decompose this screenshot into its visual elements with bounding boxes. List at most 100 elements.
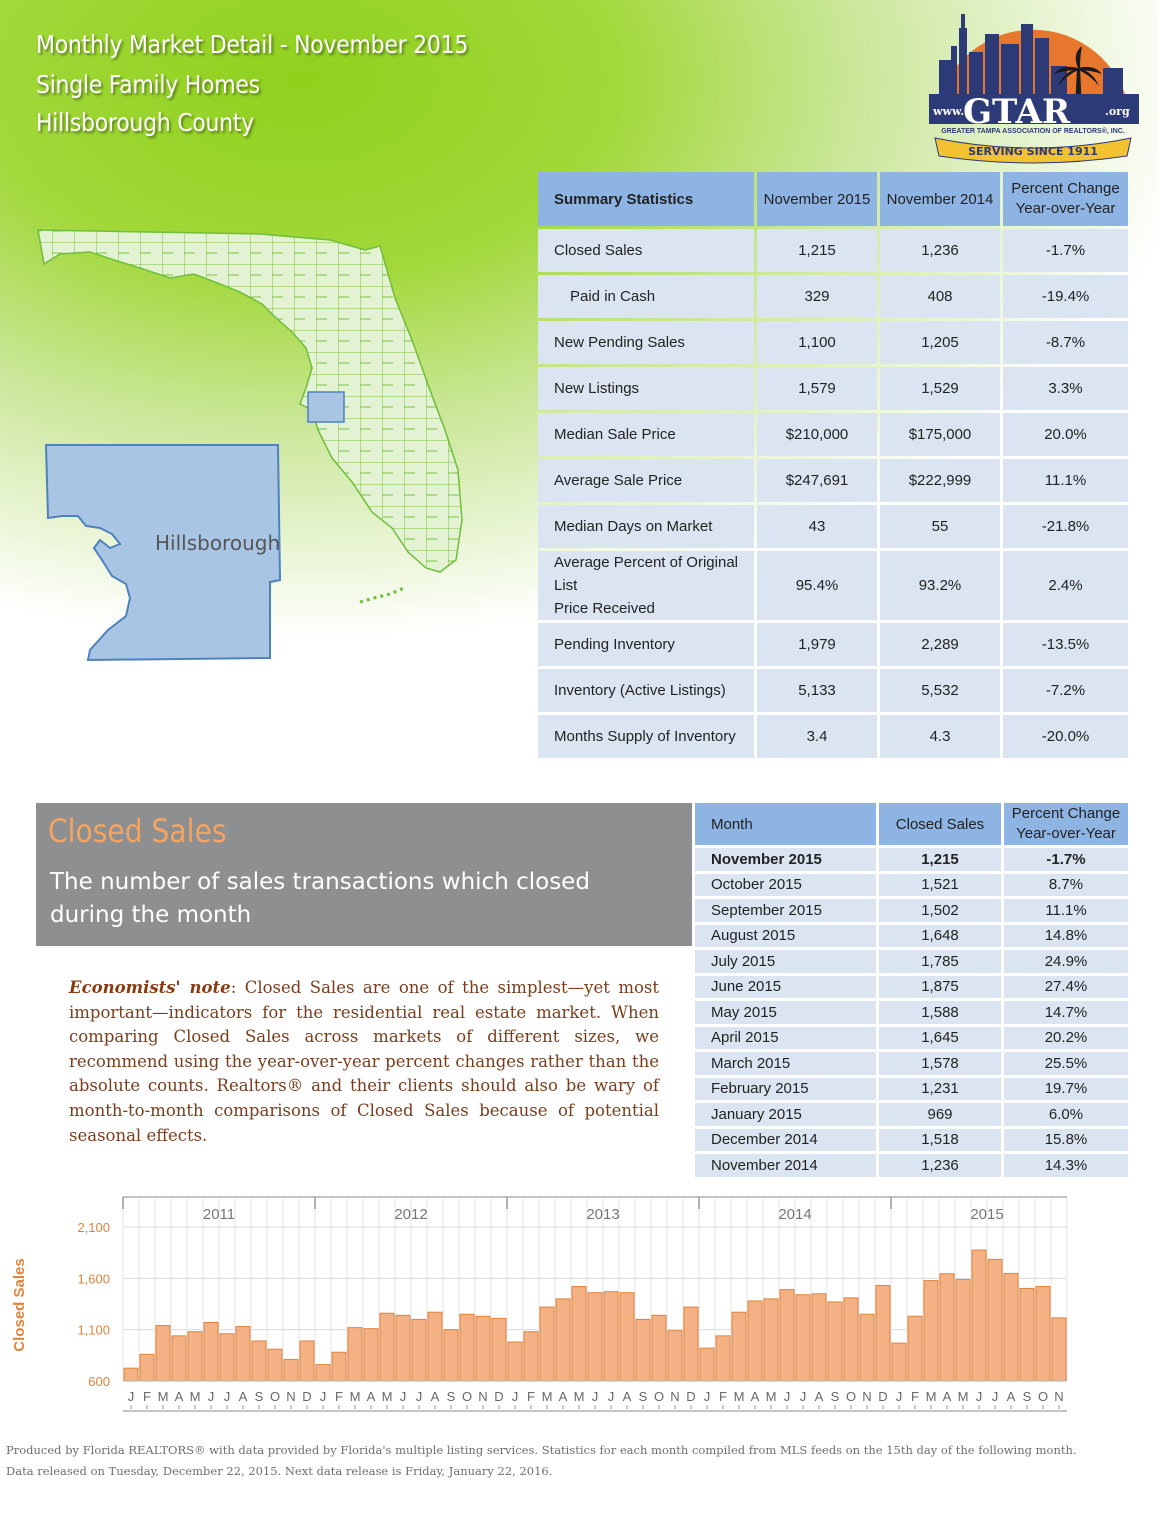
x-tick-label: J bbox=[704, 1389, 711, 1404]
bar bbox=[715, 1335, 731, 1382]
x-tick-label: O bbox=[462, 1389, 472, 1404]
economists-note: Economists' note: Closed Sales are one o… bbox=[69, 976, 659, 1148]
table-row: March 2015 1,578 25.5% bbox=[695, 1052, 1128, 1075]
x-tick-label: S bbox=[255, 1389, 264, 1404]
row-sales: 1,785 bbox=[879, 950, 1001, 973]
x-tick-label: M bbox=[926, 1389, 937, 1404]
x-tick-label: M bbox=[734, 1389, 745, 1404]
row-pct: -1.7% bbox=[1003, 229, 1128, 272]
x-tick-label: J bbox=[128, 1389, 135, 1404]
row-pct: -19.4% bbox=[1003, 275, 1128, 318]
row-label: New Pending Sales bbox=[538, 321, 754, 364]
bar bbox=[235, 1326, 251, 1382]
row-current: 3.4 bbox=[757, 715, 877, 758]
bar bbox=[891, 1342, 907, 1382]
bar bbox=[635, 1318, 651, 1382]
row-previous: 2,289 bbox=[880, 623, 1000, 666]
row-sales: 1,588 bbox=[879, 1001, 1001, 1024]
summary-header-pct-line2: Year-over-Year bbox=[1015, 200, 1116, 217]
row-pct: 15.8% bbox=[1004, 1128, 1128, 1151]
row-label: Median Sale Price bbox=[538, 413, 754, 456]
bar bbox=[1019, 1287, 1035, 1382]
year-label: 2013 bbox=[586, 1206, 619, 1223]
table-row: Paid in Cash 329 408 -19.4% bbox=[538, 275, 1128, 318]
header-closed-sales: Closed Sales bbox=[879, 803, 1001, 845]
x-tick-label: S bbox=[447, 1389, 456, 1404]
bar bbox=[443, 1329, 459, 1382]
row-pct: -13.5% bbox=[1003, 623, 1128, 666]
x-tick-label: S bbox=[1023, 1389, 1032, 1404]
summary-header-pct-line1: Percent Change bbox=[1011, 180, 1120, 197]
bar bbox=[971, 1249, 987, 1382]
table-row: Average Sale Price $247,691 $222,999 11.… bbox=[538, 459, 1128, 502]
bar bbox=[411, 1318, 427, 1382]
row-current: 1,979 bbox=[757, 623, 877, 666]
bar bbox=[539, 1306, 555, 1382]
header-pct: Percent Change Year-over-Year bbox=[1004, 803, 1128, 845]
row-month: October 2015 bbox=[695, 873, 876, 896]
y-tick-label: 600 bbox=[88, 1374, 110, 1389]
row-month: September 2015 bbox=[695, 899, 876, 922]
bar bbox=[603, 1291, 619, 1382]
x-tick-label: A bbox=[367, 1389, 376, 1404]
row-pct: -1.7% bbox=[1004, 848, 1128, 871]
bar bbox=[779, 1289, 795, 1382]
year-label: 2012 bbox=[394, 1206, 427, 1223]
table-row: February 2015 1,231 19.7% bbox=[695, 1077, 1128, 1100]
row-current: 5,133 bbox=[757, 669, 877, 712]
x-tick-label: J bbox=[512, 1389, 519, 1404]
bar bbox=[139, 1353, 155, 1382]
row-pct: -21.8% bbox=[1003, 505, 1128, 548]
row-current: $247,691 bbox=[757, 459, 877, 502]
hillsborough-highlight bbox=[307, 391, 345, 423]
bar bbox=[651, 1314, 667, 1382]
bar bbox=[699, 1347, 715, 1382]
row-month: January 2015 bbox=[695, 1103, 876, 1126]
x-tick-label: J bbox=[784, 1389, 791, 1404]
bar bbox=[1035, 1285, 1051, 1382]
bar bbox=[907, 1315, 923, 1382]
row-previous: 1,205 bbox=[880, 321, 1000, 364]
x-tick-label: O bbox=[846, 1389, 856, 1404]
x-tick-label: N bbox=[1054, 1389, 1063, 1404]
x-tick-label: D bbox=[878, 1389, 887, 1404]
bar bbox=[923, 1280, 939, 1382]
bar bbox=[795, 1294, 811, 1382]
row-pct: 24.9% bbox=[1004, 950, 1128, 973]
bar bbox=[987, 1258, 1003, 1382]
year-label: 2015 bbox=[970, 1206, 1003, 1223]
row-sales: 1,648 bbox=[879, 924, 1001, 947]
logo-full-name: GREATER TAMPA ASSOCIATION OF REALTORS®, … bbox=[941, 127, 1125, 135]
table-row: Inventory (Active Listings) 5,133 5,532 … bbox=[538, 669, 1128, 712]
row-current: 1,100 bbox=[757, 321, 877, 364]
bar bbox=[939, 1273, 955, 1382]
row-previous: 1,529 bbox=[880, 367, 1000, 410]
x-tick-label: M bbox=[382, 1389, 393, 1404]
row-previous: $222,999 bbox=[880, 459, 1000, 502]
bar bbox=[587, 1292, 603, 1382]
bar bbox=[875, 1285, 891, 1382]
bar bbox=[203, 1321, 219, 1382]
row-pct: -8.7% bbox=[1003, 321, 1128, 364]
table-row: September 2015 1,502 11.1% bbox=[695, 899, 1128, 922]
row-sales: 1,521 bbox=[879, 873, 1001, 896]
summary-header-pct: Percent Change Year-over-Year bbox=[1003, 172, 1128, 226]
x-tick-label: N bbox=[862, 1389, 871, 1404]
closed-sales-banner bbox=[36, 803, 692, 946]
row-month: May 2015 bbox=[695, 1001, 876, 1024]
x-tick-label: J bbox=[800, 1389, 807, 1404]
summary-header-row: Summary Statistics November 2015 Novembe… bbox=[538, 172, 1128, 226]
row-label: Pending Inventory bbox=[538, 623, 754, 666]
row-month: July 2015 bbox=[695, 950, 876, 973]
x-tick-label: O bbox=[654, 1389, 664, 1404]
x-tick-label: A bbox=[431, 1389, 440, 1404]
bar bbox=[267, 1348, 283, 1382]
x-tick-label: S bbox=[639, 1389, 648, 1404]
bar bbox=[1051, 1317, 1067, 1382]
bar bbox=[811, 1293, 827, 1382]
bar bbox=[187, 1331, 203, 1382]
row-pct: 11.1% bbox=[1004, 899, 1128, 922]
bar bbox=[123, 1367, 139, 1382]
